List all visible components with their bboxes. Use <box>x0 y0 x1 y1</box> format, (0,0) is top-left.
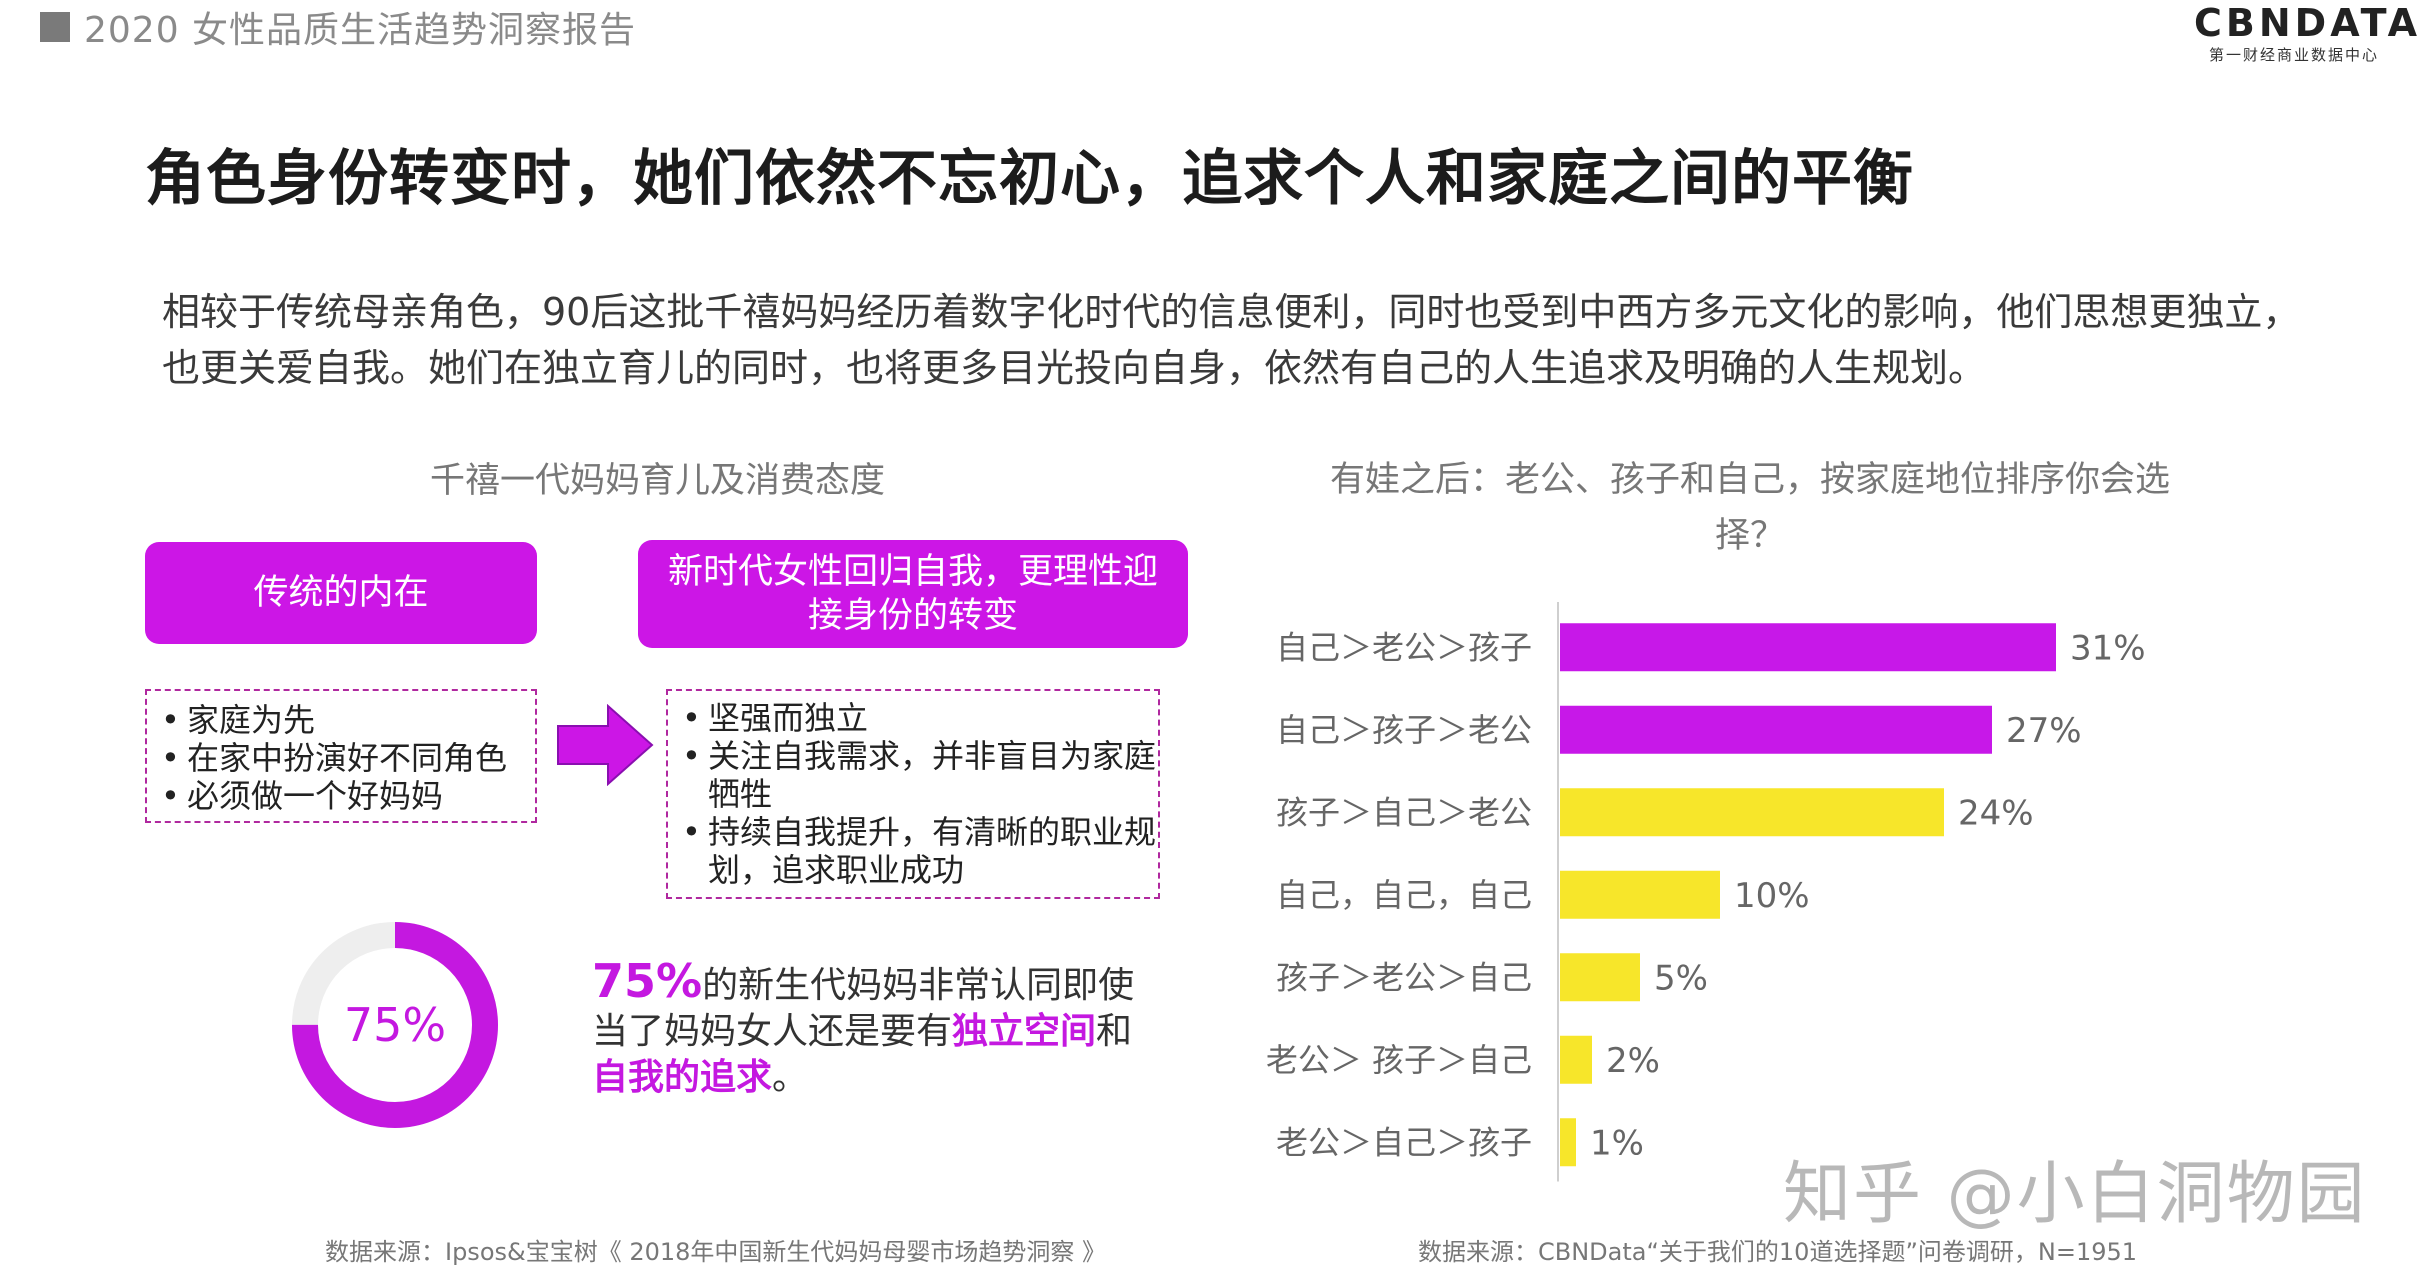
bar <box>1560 623 2056 672</box>
category-label: 孩子＞老公＞自己 <box>1276 958 1532 996</box>
left-source: 数据来源：Ipsos&宝宝树《 2018年中国新生代妈妈母婴市场趋势洞察 》 <box>325 1238 1107 1266</box>
traditional-label-text: 传统的内在 <box>253 573 429 613</box>
cbndata-logo: CBNDATA 第一财经商业数据中心 <box>2194 0 2422 65</box>
square-icon <box>40 12 70 42</box>
list-item: • 关注自我需求，并非盲目为家庭牺牲 <box>682 737 1157 813</box>
highlight-self-pursuit: 自我的追求 <box>592 1057 773 1098</box>
right-arrow-icon <box>557 704 654 786</box>
value-label: 1% <box>1590 1123 1644 1163</box>
list-item: • 家庭为先 <box>161 701 316 739</box>
highlight-independent-space: 独立空间 <box>952 1011 1097 1052</box>
report-title: 2020 女性品质生活趋势洞察报告 <box>84 10 637 51</box>
list-item: • 必须做一个好妈妈 <box>161 777 444 815</box>
value-label: 31% <box>2070 628 2146 668</box>
donut-chart <box>292 922 498 1128</box>
intro-paragraph: 相较于传统母亲角色，90后这批千禧妈妈经历着数字化时代的信息便利，同时也受到中西… <box>162 290 2301 390</box>
list-item: • 坚强而独立 <box>682 699 869 737</box>
bar <box>1560 1118 1576 1167</box>
value-label: 10% <box>1734 876 1810 916</box>
logo-main: CBNDATA <box>2194 1 2422 45</box>
watermark: 知乎 @小白洞物园 <box>1783 1155 2367 1234</box>
stat-percent: 75% <box>592 954 703 1008</box>
chart-title: 有娃之后：老公、孩子和自己，按家庭地位排序你会选择？ <box>1329 460 2170 556</box>
page-headline: 角色身份转变时，她们依然不忘初心，追求个人和家庭之间的平衡 <box>145 144 1914 214</box>
category-label: 老公＞ 孩子＞自己 <box>1266 1041 1532 1079</box>
traditional-list: • 家庭为先 • 在家中扮演好不同角色 • 必须做一个好妈妈 <box>145 689 537 823</box>
bar <box>1560 705 1992 754</box>
bar <box>1560 870 1720 919</box>
category-label: 老公＞自己＞孩子 <box>1276 1123 1532 1161</box>
donut-arc <box>292 922 498 1128</box>
left-section-title: 千禧一代妈妈育儿及消费态度 <box>430 461 886 501</box>
modern-label-text: 新时代女性回归自我，更理性迎接身份的转变 <box>668 552 1159 636</box>
bar <box>1560 788 1944 837</box>
modern-label: 新时代女性回归自我，更理性迎接身份的转变 <box>638 540 1188 648</box>
logo-sub: 第一财经商业数据中心 <box>2208 46 2379 64</box>
value-label: 27% <box>2006 711 2082 751</box>
bar <box>1560 953 1640 1002</box>
modern-list: • 坚强而独立 • 关注自我需求，并非盲目为家庭牺牲 • 持续自我提升，有清晰的职业规… <box>666 689 1160 899</box>
category-label: 自己＞老公＞孩子 <box>1276 628 1532 666</box>
traditional-label: 传统的内在 <box>145 542 537 644</box>
right-source: 数据来源：CBNData“关于我们的10道选择题”问卷调研，N=1951 <box>1418 1238 2138 1266</box>
value-label: 24% <box>1958 793 2034 833</box>
stat-text: 75%的新生代妈妈非常认同即使当了妈妈女人还是要有独立空间和自我的追求。 <box>592 954 1135 1098</box>
donut-label: 75% <box>343 998 447 1052</box>
list-item: • 持续自我提升，有清晰的职业规划，追求职业成功 <box>682 813 1157 889</box>
bar-chart: 自己＞老公＞孩子 31% 自己＞孩子＞老公 27% 孩子＞自己＞老公 24% 自己，自己，自… <box>1266 602 2146 1182</box>
value-label: 5% <box>1654 958 1708 998</box>
report-header: 2020 女性品质生活趋势洞察报告 <box>40 4 637 51</box>
category-label: 自己，自己，自己 <box>1276 876 1532 914</box>
list-item: • 在家中扮演好不同角色 <box>161 739 508 777</box>
category-label: 自己＞孩子＞老公 <box>1276 711 1532 749</box>
value-label: 2% <box>1606 1041 1660 1081</box>
bar <box>1560 1035 1592 1084</box>
category-label: 孩子＞自己＞老公 <box>1276 793 1532 831</box>
